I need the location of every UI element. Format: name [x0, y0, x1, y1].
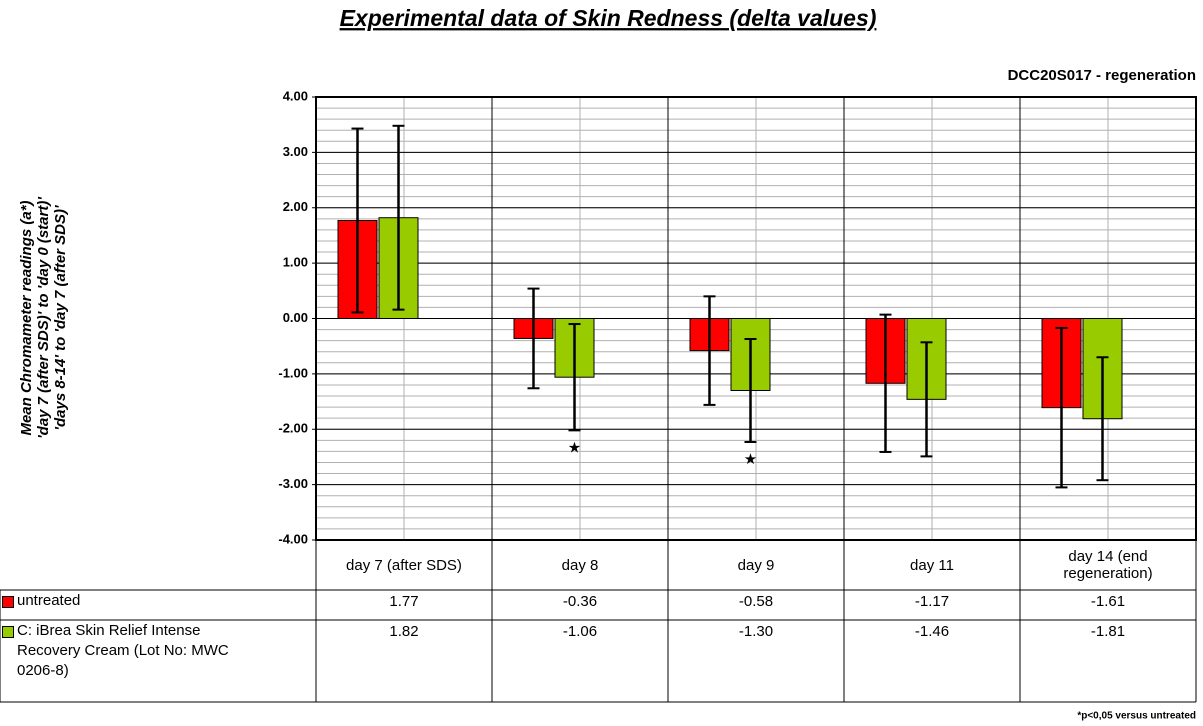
- y-label-line: 'days 8-14' to 'day 7 (after SDS)': [52, 205, 69, 431]
- footnote: *p<0,05 versus untreated: [1077, 711, 1196, 722]
- data-label: -1.06: [562, 623, 598, 640]
- y-tick-label: 1.00: [283, 255, 308, 270]
- data-label: -1.81: [1090, 623, 1126, 640]
- error-bar: [879, 313, 892, 453]
- y-tick-label: -3.00: [278, 476, 308, 491]
- data-label: 1.77: [389, 593, 419, 610]
- x-tick-label: day 14 (end regeneration): [1063, 548, 1153, 582]
- legend-entry: C: iBrea Skin Relief Intense Recovery Cr…: [2, 622, 312, 705]
- error-bar: [744, 337, 757, 443]
- chart-title: Experimental data of Skin Redness (delta…: [340, 5, 877, 31]
- error-bar: [568, 323, 581, 432]
- y-label-line: Mean Chromameter readings (a*): [18, 200, 35, 435]
- y-tick-label: 2.00: [283, 199, 308, 214]
- y-tick-label: 0.00: [283, 310, 308, 325]
- error-bar: [1055, 326, 1068, 489]
- data-label: -0.36: [562, 593, 598, 610]
- data-label: -1.61: [1090, 593, 1126, 610]
- x-tick-label: day 7 (after SDS): [346, 556, 462, 574]
- data-label: -1.17: [914, 593, 950, 610]
- data-label: -1.46: [914, 623, 950, 640]
- y-tick-label: 4.00: [283, 88, 308, 103]
- legend-swatch: [2, 596, 14, 608]
- subtitle: DCC20S017 - regeneration: [1008, 67, 1196, 84]
- error-bar: [527, 287, 540, 390]
- legend-label: C: iBrea Skin Relief Intense Recovery Cr…: [17, 622, 229, 679]
- y-tick-label: -2.00: [278, 421, 308, 436]
- plot-border: [315, 96, 1197, 541]
- error-bar: [351, 127, 364, 314]
- y-tick-label: -1.00: [278, 365, 308, 380]
- legend-swatch: [2, 626, 14, 638]
- y-axis-label: Mean Chromameter readings (a*) 'day 7 (a…: [18, 197, 69, 439]
- x-tick-label: day 9: [737, 556, 775, 574]
- y-tick-label: 3.00: [283, 144, 308, 159]
- data-label: -1.30: [738, 623, 774, 640]
- y-label-line: 'day 7 (after SDS)' to 'day 0 (start)': [35, 197, 52, 439]
- legend-entry: untreated: [2, 592, 312, 623]
- data-label: 1.82: [389, 623, 419, 640]
- legend-label: untreated: [17, 592, 81, 609]
- y-tick-label: -4.00: [278, 531, 308, 546]
- x-tick-label: day 11: [910, 556, 954, 574]
- data-label: -0.58: [738, 593, 774, 610]
- x-tick-label: day 8: [561, 556, 599, 574]
- error-bar: [1096, 356, 1109, 482]
- error-bar: [703, 295, 716, 406]
- error-bar: [392, 124, 405, 311]
- error-bar: [920, 341, 933, 458]
- significance-marker: ★: [568, 439, 581, 456]
- significance-marker: ★: [744, 451, 757, 468]
